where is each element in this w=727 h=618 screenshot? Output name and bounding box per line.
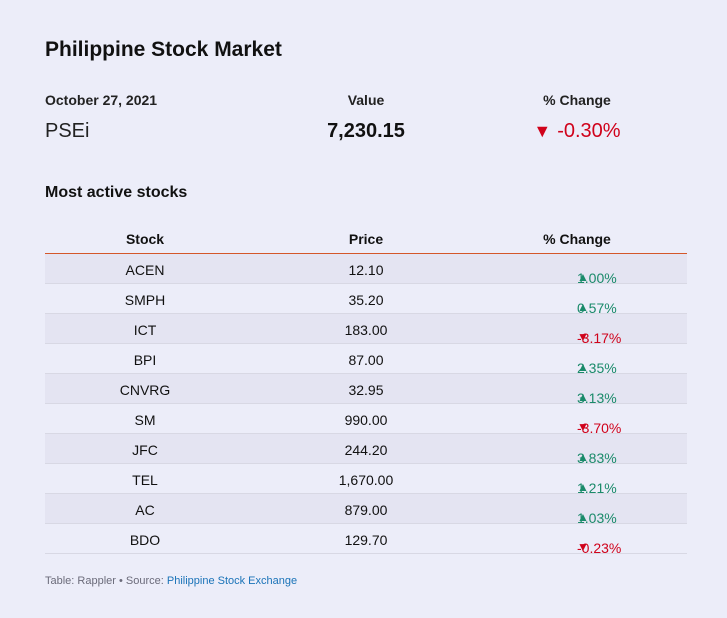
- stock-change-value: 0.57%: [577, 300, 617, 316]
- table-row: BPI 87.00 ▲ 2.35%: [45, 344, 687, 376]
- stock-price: 879.00: [344, 502, 388, 518]
- stock-change-value: 1.03%: [577, 510, 617, 526]
- up-triangle-icon: ▲: [577, 450, 589, 464]
- stock-price: 35.20: [348, 292, 384, 308]
- table-body: ACEN 12.10 ▲ 1.00% SMPH 35.20 ▲ 0.57% ICT 183.00 ▼…: [45, 254, 687, 556]
- stock-symbol: ACEN: [125, 262, 165, 278]
- summary-date: October 27, 2021: [45, 92, 158, 108]
- stock-price: 183.00: [344, 322, 388, 338]
- index-change-value: -0.30%: [557, 120, 621, 142]
- down-triangle-icon: ▼: [577, 540, 589, 554]
- stock-symbol: BPI: [133, 352, 157, 368]
- table-row: SM 990.00 ▼ -3.70%: [45, 404, 687, 436]
- index-change: ▼ -0.30%: [467, 120, 687, 143]
- source-link[interactable]: Philippine Stock Exchange: [166, 575, 298, 587]
- stock-change-value: 1.21%: [577, 480, 617, 496]
- stock-symbol: JFC: [132, 442, 158, 458]
- stock-price: 1,670.00: [338, 472, 394, 488]
- table-header: Stock Price % Change: [45, 224, 687, 254]
- stock-change-value: 3.83%: [577, 450, 617, 466]
- stocks-table: Stock Price % Change ACEN 12.10 ▲ 1.00% SMPH…: [45, 224, 687, 556]
- table-row: AC 879.00 ▲ 1.03%: [45, 494, 687, 526]
- stock-symbol: ICT: [133, 322, 157, 338]
- up-triangle-icon: ▲: [577, 390, 589, 404]
- table-row: SMPH 35.20 ▲ 0.57%: [45, 284, 687, 316]
- stock-price: 990.00: [344, 412, 388, 428]
- up-triangle-icon: ▲: [577, 480, 589, 494]
- stock-symbol: CNVRG: [119, 382, 171, 398]
- stock-price: 87.00: [348, 352, 384, 368]
- header-price: Price: [348, 231, 384, 247]
- up-triangle-icon: ▲: [577, 300, 589, 314]
- footer-credit: Table: Rappler • Source:: [45, 575, 167, 587]
- table-row: ACEN 12.10 ▲ 1.00%: [45, 254, 687, 286]
- stock-price: 244.20: [344, 442, 388, 458]
- stock-symbol: BDO: [129, 532, 161, 548]
- stock-symbol: SMPH: [124, 292, 166, 308]
- stock-change-value: 3.13%: [577, 390, 617, 406]
- stock-price: 129.70: [344, 532, 388, 548]
- stock-symbol: SM: [134, 412, 156, 428]
- table-row: TEL 1,670.00 ▲ 1.21%: [45, 464, 687, 496]
- table-row: CNVRG 32.95 ▲ 3.13%: [45, 374, 687, 406]
- stock-change-value: 2.35%: [577, 360, 617, 376]
- up-triangle-icon: ▲: [577, 360, 589, 374]
- header-stock: Stock: [125, 231, 165, 247]
- stock-symbol: AC: [135, 502, 155, 518]
- table-row: ICT 183.00 ▼ -3.17%: [45, 314, 687, 346]
- index-value: 7,230.15: [327, 120, 405, 142]
- stock-change-value: -3.70%: [577, 420, 622, 436]
- stock-change-value: 1.00%: [577, 270, 617, 286]
- down-triangle-icon: ▼: [577, 420, 589, 434]
- stock-change-value: -0.23%: [577, 540, 622, 556]
- table-row: BDO 129.70 ▼ -0.23%: [45, 524, 687, 556]
- stock-price: 32.95: [348, 382, 384, 398]
- stock-symbol: TEL: [132, 472, 158, 488]
- stock-price: 12.10: [348, 262, 384, 278]
- up-triangle-icon: ▲: [577, 510, 589, 524]
- header-change: % Change: [543, 231, 611, 247]
- summary-value-header: Value: [347, 92, 385, 108]
- page-title: Philippine Stock Market: [45, 38, 282, 61]
- summary-change-header: % Change: [543, 92, 611, 108]
- footer: Table: Rappler • Source: Philippine Stoc…: [45, 575, 297, 587]
- up-triangle-icon: ▲: [577, 270, 589, 284]
- down-triangle-icon: ▼: [533, 121, 552, 141]
- stock-change-value: -3.17%: [577, 330, 622, 346]
- section-title: Most active stocks: [45, 184, 188, 201]
- down-triangle-icon: ▼: [577, 330, 589, 344]
- index-name: PSEi: [45, 120, 90, 142]
- table-row: JFC 244.20 ▲ 3.83%: [45, 434, 687, 466]
